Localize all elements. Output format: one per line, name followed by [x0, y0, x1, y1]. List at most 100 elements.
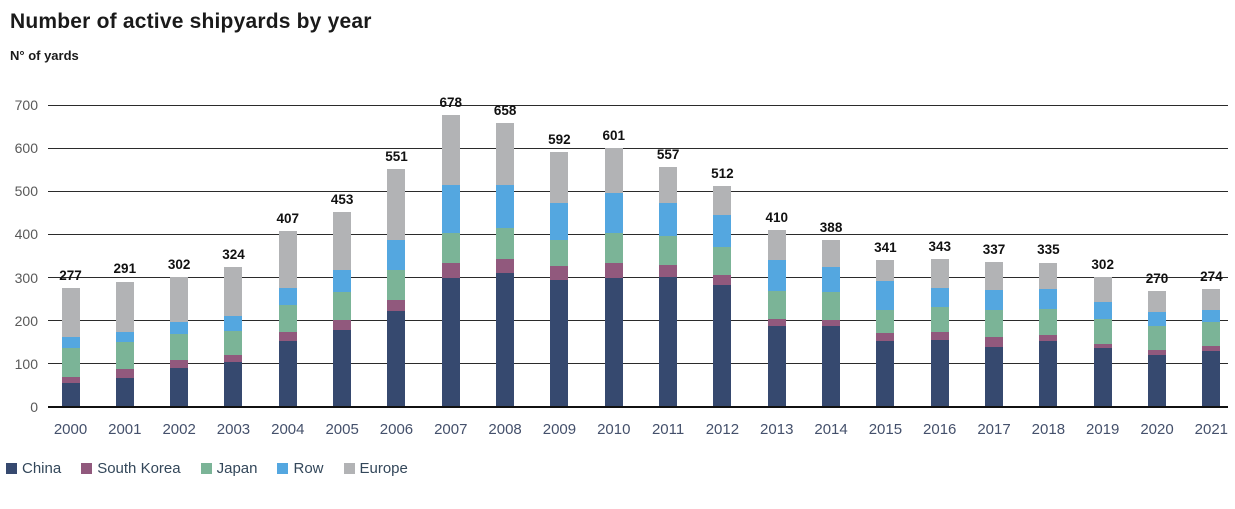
- bar-2016-segment-japan: [930, 306, 949, 332]
- bar-2015-segment-row: [876, 281, 895, 310]
- bar-2010-segment-china: [604, 278, 623, 407]
- bar-2006-segment-europe: [387, 169, 406, 240]
- bar-2010: [604, 147, 623, 407]
- bar-2001-segment-europe: [115, 281, 134, 332]
- x-tick-label-2008: 2008: [488, 421, 522, 438]
- legend-label-china: China: [22, 459, 62, 477]
- y-tick-label-500: 500: [14, 183, 38, 200]
- bar-2019-segment-row: [1093, 301, 1112, 319]
- bar-total-label-2012: 512: [711, 166, 734, 182]
- y-tick-label-700: 700: [14, 97, 38, 113]
- bar-2003-segment-row: [224, 315, 243, 331]
- bar-2005-segment-south-korea: [333, 320, 352, 331]
- bar-2000: [61, 287, 80, 407]
- bar-total-label-2015: 341: [874, 239, 897, 255]
- y-tick-label-600: 600: [14, 140, 38, 157]
- bar-2007-segment-row: [441, 185, 460, 234]
- bar-2004-segment-japan: [278, 305, 297, 332]
- bar-2017-segment-china: [985, 346, 1004, 407]
- x-tick-label-2007: 2007: [434, 421, 468, 438]
- bar-2016-segment-row: [930, 288, 949, 307]
- x-tick-label-2019: 2019: [1086, 421, 1120, 438]
- bar-2013: [767, 230, 786, 407]
- legend-swatch-europe: [343, 462, 355, 474]
- bar-2004-segment-south-korea: [278, 331, 297, 342]
- bar-2020-segment-china: [1148, 355, 1167, 407]
- bar-2004-segment-china: [278, 341, 297, 407]
- legend-label-europe: Europe: [359, 459, 408, 477]
- gridline-600: [48, 147, 1228, 149]
- legend-item-china: China: [6, 460, 61, 477]
- x-tick-label-2004: 2004: [271, 421, 305, 438]
- gridline-200: [48, 320, 1228, 322]
- bar-2009-segment-row: [550, 202, 569, 240]
- bar-2012-segment-china: [713, 284, 732, 407]
- x-tick-label-2005: 2005: [325, 421, 359, 438]
- gridline-100: [48, 363, 1228, 365]
- bar-2018-segment-south-korea: [1039, 334, 1058, 341]
- bar-2008-segment-europe: [496, 123, 515, 186]
- legend-label-south-korea: South Korea: [97, 459, 181, 477]
- bar-2016-segment-south-korea: [930, 331, 949, 340]
- legend-swatch-china: [6, 462, 17, 474]
- bar-2007-segment-europe: [441, 114, 460, 186]
- bar-2003-segment-europe: [224, 267, 243, 316]
- bar-2005-segment-row: [333, 270, 352, 292]
- bar-2005-segment-china: [333, 330, 352, 407]
- bar-2015-segment-south-korea: [876, 333, 895, 342]
- gridline-300: [48, 277, 1228, 279]
- bar-total-label-2013: 410: [765, 210, 788, 226]
- bar-total-label-2017: 337: [982, 241, 1006, 257]
- bar-2009-segment-south-korea: [550, 266, 569, 281]
- bar-2000-segment-row: [61, 336, 80, 348]
- bar-2020-segment-row: [1148, 312, 1167, 327]
- bar-2017-segment-south-korea: [985, 337, 1004, 347]
- x-tick-label-2015: 2015: [868, 421, 903, 438]
- bar-2002-segment-row: [170, 322, 189, 334]
- bar-2007-segment-japan: [441, 233, 460, 263]
- x-tick-label-2000: 2000: [53, 421, 88, 438]
- bar-2014-segment-europe: [822, 239, 841, 268]
- bar-2021-segment-europe: [1202, 288, 1221, 311]
- bar-2001-segment-japan: [115, 341, 134, 369]
- bar-2014-segment-japan: [822, 292, 841, 320]
- x-tick-label-2017: 2017: [977, 421, 1011, 438]
- bar-total-label-2001: 291: [113, 261, 137, 277]
- bar-2012: [713, 186, 732, 407]
- x-tick-label-2016: 2016: [923, 421, 957, 438]
- bar-total-label-2004: 407: [276, 211, 300, 227]
- y-tick-label-0: 0: [30, 399, 38, 415]
- bar-2003: [224, 267, 243, 407]
- legend-item-row: Row: [277, 460, 324, 477]
- bar-2000-segment-japan: [61, 347, 80, 377]
- bar-2013-segment-china: [767, 326, 786, 407]
- x-tick-label-2021: 2021: [1194, 421, 1229, 438]
- bar-2007-segment-china: [441, 277, 460, 407]
- bar-2005: [333, 211, 352, 407]
- bar-total-label-2020: 270: [1145, 270, 1169, 286]
- bar-2009-segment-europe: [550, 151, 569, 203]
- bar-2001-segment-china: [115, 378, 134, 407]
- bar-2019: [1093, 276, 1112, 407]
- bar-2011-segment-china: [659, 276, 678, 407]
- bar-2006-segment-south-korea: [387, 300, 406, 312]
- bar-2011-segment-row: [659, 203, 678, 237]
- bar-2019-segment-japan: [1093, 319, 1112, 345]
- bar-2020-segment-japan: [1148, 326, 1167, 350]
- x-tick-label-2001: 2001: [108, 421, 142, 438]
- bar-total-label-2005: 453: [330, 191, 354, 207]
- bar-2006-segment-china: [387, 311, 406, 407]
- bar-total-label-2011: 557: [656, 146, 680, 162]
- bar-2012-segment-row: [713, 215, 732, 247]
- bar-2011: [659, 166, 678, 407]
- bar-total-label-2003: 324: [222, 247, 245, 263]
- legend-swatch-japan: [200, 462, 212, 474]
- bar-2018-segment-japan: [1039, 308, 1058, 335]
- bar-2015-segment-europe: [876, 259, 895, 282]
- gridline-400: [48, 233, 1228, 235]
- bar-2013-segment-japan: [767, 291, 786, 319]
- bar-2013-segment-south-korea: [767, 318, 786, 327]
- y-axis-unit-label: N° of yards: [10, 48, 79, 63]
- bar-total-label-2008: 658: [493, 103, 517, 119]
